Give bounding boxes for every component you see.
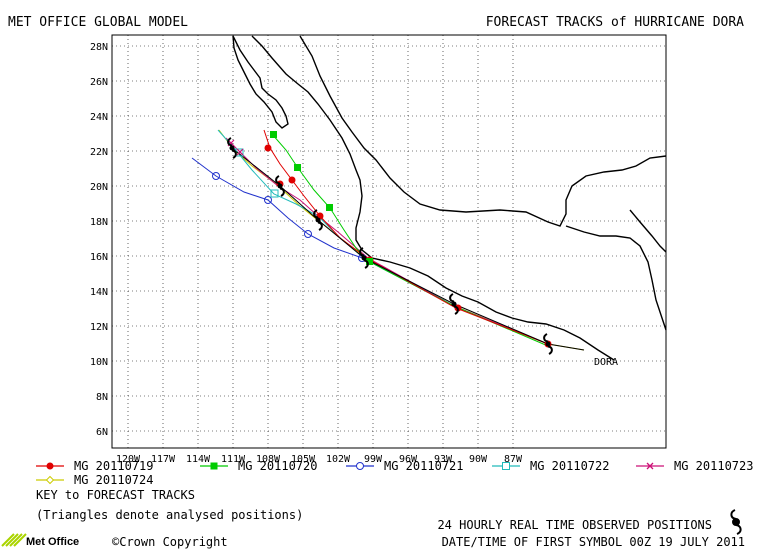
legend-item: MG 20110720 <box>200 459 317 473</box>
legend-marker <box>356 462 364 470</box>
latitude-label: 16N <box>90 252 108 263</box>
hurricane-symbol-icon <box>275 175 285 197</box>
hurricane-symbol-icon <box>449 293 459 315</box>
met-office-logo-mark <box>1 533 27 547</box>
marker <box>236 148 244 156</box>
longitude-label: 99W <box>364 454 383 465</box>
marker <box>212 172 220 180</box>
forecast-tracks: DORA <box>191 129 618 368</box>
legend-item: MG 20110719 <box>36 459 153 473</box>
latitude-label: 28N <box>90 42 108 53</box>
marker <box>270 189 279 198</box>
baja-california-coast <box>232 35 289 129</box>
central-america-coast <box>565 225 667 331</box>
legend-item: MG 20110722 <box>492 459 609 473</box>
map-grid <box>112 35 666 448</box>
coastline <box>232 35 667 361</box>
observed-positions-label: 24 HOURLY REAL TIME OBSERVED POSITIONS <box>437 518 712 532</box>
latitude-label: 14N <box>90 287 108 298</box>
longitude-labels: 120W 117W 114W 111W 108W 105W 102W 99W 96W 93W 90W… <box>116 454 523 465</box>
latitude-label: 20N <box>90 182 108 193</box>
caribbean-coast <box>629 209 667 253</box>
met-office-logo: Met Office <box>1 533 79 548</box>
marker <box>304 230 312 238</box>
legend-label: MG 20110720 <box>238 459 317 473</box>
legend-item: MG 20110723 <box>636 459 753 473</box>
hurricane-symbol-icon <box>543 333 553 355</box>
observed-hurricane-symbols <box>227 137 553 355</box>
hurricane-symbol-icon <box>313 209 323 231</box>
header-right-title: FORECAST TRACKS of HURRICANE DORA <box>486 15 744 30</box>
longitude-label: 111W <box>221 454 246 465</box>
latitude-label: 22N <box>90 147 108 158</box>
legend-item: MG 20110721 <box>346 459 463 473</box>
marker <box>294 164 301 171</box>
hurricane-symbol-icon <box>730 509 742 535</box>
legend-marker <box>45 475 55 485</box>
latitude-label: 8N <box>96 392 108 403</box>
longitude-label: 108W <box>256 454 281 465</box>
longitude-label: 87W <box>504 454 523 465</box>
latitude-label: 6N <box>96 427 108 438</box>
longitude-label: 90W <box>469 454 488 465</box>
latitude-labels: 28N 26N 24N 22N 20N 18N 16N 14N 12N 10N 8N 6N <box>90 42 108 438</box>
legend-label: MG 20110722 <box>530 459 609 473</box>
marker <box>264 144 272 152</box>
latitude-label: 24N <box>90 112 108 123</box>
legend-label: MG 20110724 <box>74 473 153 487</box>
latitude-label: 10N <box>90 357 108 368</box>
hurricane-symbol-icon <box>227 137 237 159</box>
marker <box>326 204 333 211</box>
marker <box>264 196 272 204</box>
longitude-label: 102W <box>326 454 351 465</box>
longitude-label: 105W <box>291 454 316 465</box>
gulf-of-mexico-coast <box>299 35 667 227</box>
first-symbol-datetime: DATE/TIME OF FIRST SYMBOL 00Z 19 JULY 20… <box>442 535 745 549</box>
track-mg-20110721 <box>191 157 455 307</box>
storm-name-label: DORA <box>594 357 618 368</box>
legend-marker <box>46 462 54 470</box>
met-office-logo-text: Met Office <box>26 536 79 548</box>
legend-label: MG 20110721 <box>384 459 463 473</box>
longitude-label: 96W <box>399 454 418 465</box>
legend-title: KEY to FORECAST TRACKS <box>36 488 195 502</box>
mexico-mainland-coast <box>251 35 615 361</box>
latitude-label: 12N <box>90 322 108 333</box>
legend-marker <box>646 462 654 470</box>
marker <box>288 176 296 184</box>
track-mg-20110719 <box>263 129 549 345</box>
legend: MG 20110719 MG 20110720 MG 20110721 MG 2011… <box>36 459 753 487</box>
header-left-title: MET OFFICE GLOBAL MODEL <box>8 15 188 30</box>
map-frame <box>111 34 667 449</box>
marker <box>270 131 277 138</box>
markers-mg-20110720 <box>270 131 373 265</box>
longitude-label: 120W <box>116 454 141 465</box>
legend-item: MG 20110724 <box>36 473 153 487</box>
legend-marker <box>502 462 510 470</box>
legend-label: MG 20110719 <box>74 459 153 473</box>
hurricane-symbol-icon <box>359 247 369 269</box>
longitude-label: 93W <box>434 454 453 465</box>
latitude-label: 26N <box>90 77 108 88</box>
marker <box>366 258 373 265</box>
latitude-label: 18N <box>90 217 108 228</box>
legend-subtitle: (Triangles denote analysed positions) <box>36 508 303 522</box>
longitude-label: 117W <box>151 454 176 465</box>
legend-marker <box>210 462 218 470</box>
longitude-label: 114W <box>186 454 211 465</box>
crown-copyright: ©Crown Copyright <box>112 535 228 549</box>
legend-label: MG 20110723 <box>674 459 753 473</box>
